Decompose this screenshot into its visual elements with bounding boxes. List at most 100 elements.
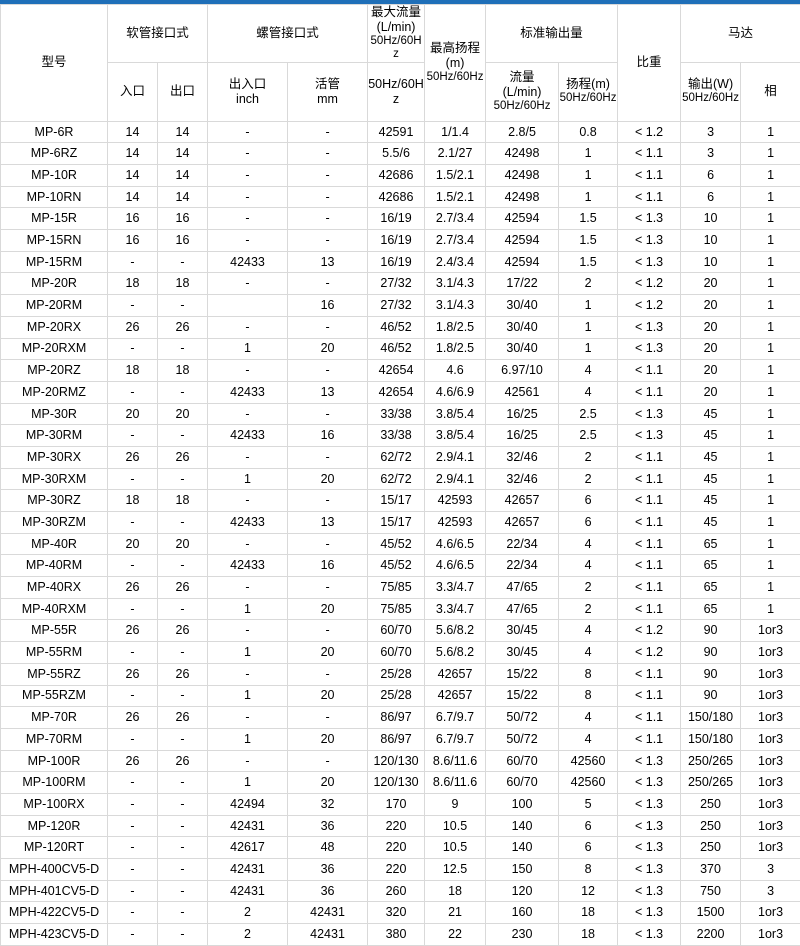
cell-screw_inout: 42431 (208, 815, 288, 837)
cell-hose_outlet: 20 (158, 533, 208, 555)
cell-std_head: 4 (559, 381, 618, 403)
cell-screw_inout: - (208, 577, 288, 599)
cell-std_head: 1 (559, 295, 618, 317)
header-screw-hose-line1: 活管 (288, 77, 367, 92)
cell-max_head: 1.5/2.1 (425, 165, 486, 187)
header-std-head-line2: 50Hz/60Hz (559, 92, 617, 106)
header-specific-gravity: 比重 (618, 5, 681, 122)
cell-std_flow: 42498 (486, 143, 559, 165)
header-max-flow-line1: 最大流量 (368, 5, 424, 20)
header-motor: 马达 (681, 5, 800, 63)
cell-hose_inlet: 18 (108, 360, 158, 382)
cell-screw_hose: - (288, 316, 368, 338)
cell-std_flow: 22/34 (486, 533, 559, 555)
cell-hose_inlet: - (108, 642, 158, 664)
cell-motor_phase: 1 (741, 143, 800, 165)
cell-motor_output: 20 (681, 360, 741, 382)
cell-screw_inout: - (208, 186, 288, 208)
cell-std_head: 42560 (559, 750, 618, 772)
header-standard-output: 标准输出量 (486, 5, 618, 63)
cell-hose_outlet: - (158, 251, 208, 273)
cell-model: MP-55R (1, 620, 108, 642)
cell-std_head: 6 (559, 512, 618, 534)
header-screw-hose: 活管 mm (288, 62, 368, 121)
header-motor-output-line2: 50Hz/60Hz (681, 92, 740, 106)
cell-std_head: 1 (559, 186, 618, 208)
cell-max_flow: 5.5/6 (368, 143, 425, 165)
cell-specific_gravity: < 1.1 (618, 598, 681, 620)
cell-motor_phase: 1or3 (741, 837, 800, 859)
cell-screw_hose: - (288, 490, 368, 512)
cell-model: MP-30RZM (1, 512, 108, 534)
cell-max_head: 10.5 (425, 837, 486, 859)
cell-model: MP-30RM (1, 425, 108, 447)
cell-screw_inout: - (208, 663, 288, 685)
cell-screw_hose: 20 (288, 685, 368, 707)
cell-model: MP-120RT (1, 837, 108, 859)
cell-motor_phase: 1 (741, 381, 800, 403)
cell-motor_phase: 1 (741, 403, 800, 425)
cell-screw_hose: 32 (288, 793, 368, 815)
cell-max_head: 21 (425, 902, 486, 924)
cell-motor_phase: 1 (741, 533, 800, 555)
cell-max_flow: 42686 (368, 165, 425, 187)
cell-motor_output: 90 (681, 685, 741, 707)
cell-motor_output: 20 (681, 273, 741, 295)
cell-std_flow: 42594 (486, 251, 559, 273)
cell-hose_inlet: 26 (108, 663, 158, 685)
header-screw-hose-line2: mm (288, 92, 367, 107)
cell-screw_hose: - (288, 533, 368, 555)
cell-std_flow: 140 (486, 815, 559, 837)
cell-hose_outlet: - (158, 642, 208, 664)
cell-motor_output: 45 (681, 490, 741, 512)
cell-screw_inout: 42494 (208, 793, 288, 815)
cell-motor_output: 90 (681, 620, 741, 642)
cell-screw_inout: 1 (208, 772, 288, 794)
cell-max_head: 8.6/11.6 (425, 750, 486, 772)
cell-motor_phase: 1or3 (741, 620, 800, 642)
cell-max_head: 3.1/4.3 (425, 295, 486, 317)
cell-max_flow: 33/38 (368, 403, 425, 425)
cell-max_flow: 45/52 (368, 533, 425, 555)
cell-std_flow: 120 (486, 880, 559, 902)
cell-screw_hose: 36 (288, 880, 368, 902)
cell-hose_inlet: - (108, 468, 158, 490)
cell-model: MP-120R (1, 815, 108, 837)
cell-screw_inout: 2 (208, 902, 288, 924)
cell-screw_hose: 13 (288, 381, 368, 403)
cell-motor_output: 6 (681, 165, 741, 187)
cell-std_head: 2 (559, 446, 618, 468)
cell-screw_inout: - (208, 446, 288, 468)
cell-std_head: 1 (559, 338, 618, 360)
cell-screw_inout: - (208, 403, 288, 425)
cell-std_flow: 30/45 (486, 620, 559, 642)
cell-max_flow: 62/72 (368, 468, 425, 490)
cell-motor_phase: 1 (741, 468, 800, 490)
cell-hose_inlet: 20 (108, 403, 158, 425)
cell-screw_hose: - (288, 750, 368, 772)
cell-hose_outlet: 18 (158, 360, 208, 382)
cell-std_head: 4 (559, 555, 618, 577)
cell-motor_phase: 1 (741, 295, 800, 317)
pump-specification-table: 型号 软管接口式 螺管接口式 最大流量 (L/min) 50Hz/60Hz 最高… (0, 4, 800, 946)
cell-hose_outlet: 14 (158, 186, 208, 208)
cell-screw_hose: 20 (288, 468, 368, 490)
cell-max_flow: 120/130 (368, 772, 425, 794)
cell-hose_outlet: 26 (158, 577, 208, 599)
cell-max_flow: 15/17 (368, 490, 425, 512)
cell-max_flow: 260 (368, 880, 425, 902)
cell-hose_inlet: 14 (108, 143, 158, 165)
header-model: 型号 (1, 5, 108, 122)
cell-motor_output: 1500 (681, 902, 741, 924)
cell-hose_outlet: - (158, 815, 208, 837)
cell-hose_outlet: - (158, 598, 208, 620)
cell-model: MP-20RM (1, 295, 108, 317)
